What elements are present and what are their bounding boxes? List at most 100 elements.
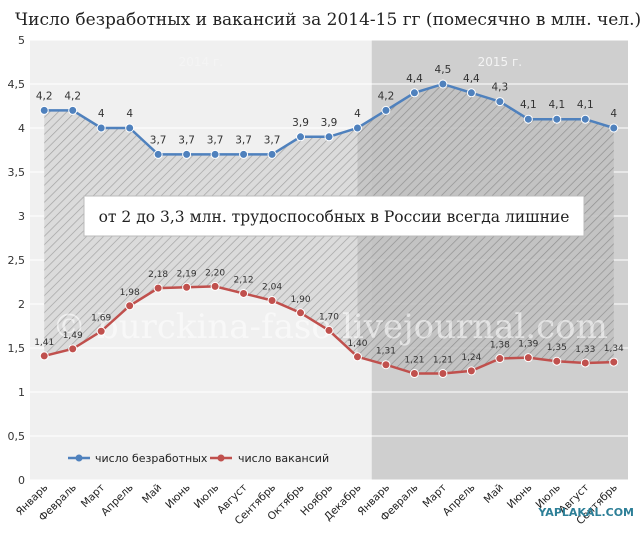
data-point (552, 114, 562, 124)
site-logo: YAPLAKAL.COM (537, 506, 634, 519)
data-label: 4,4 (406, 73, 423, 85)
data-point (438, 79, 448, 89)
y-tick-label: 4,5 (8, 78, 26, 91)
data-label: 4,1 (548, 99, 565, 111)
data-point (68, 105, 78, 115)
data-point (210, 149, 220, 159)
data-point (125, 301, 135, 311)
data-label: 3,7 (178, 134, 195, 146)
data-label: 1,40 (347, 339, 367, 349)
data-point (552, 356, 562, 366)
y-axis-ticks: 0 0,5 1 1,5 2 2,5 3 3,5 4 4,5 5 (8, 34, 26, 487)
y-tick-label: 1,5 (8, 342, 26, 355)
y-tick-label: 5 (18, 34, 25, 47)
period-labels: 2014 г. 2015 г. (179, 55, 522, 69)
data-label: 4 (354, 108, 361, 120)
data-label: 2,18 (148, 270, 168, 280)
data-point (324, 132, 334, 142)
data-point (580, 358, 590, 368)
data-point (296, 308, 306, 318)
data-label: 4,3 (492, 82, 509, 94)
period-label: 2014 г. (179, 55, 223, 69)
x-tick-label: Май (482, 482, 506, 506)
series: 4,2 4,2 4 4 3,7 3,7 3,7 3,7 3,7 3,9 3,9 4 4,2 4,4 4,5 4… (34, 64, 624, 379)
data-label: 2,20 (205, 268, 225, 278)
annotation-box: от 2 до 3,3 млн. трудоспособных в России… (83, 195, 585, 237)
data-label: 2,04 (262, 282, 282, 292)
data-label: 1,41 (34, 338, 54, 348)
data-point (409, 369, 419, 379)
x-tick-label: Июнь (163, 482, 193, 512)
data-label: 3,9 (292, 117, 309, 129)
y-tick-label: 3,5 (8, 166, 26, 179)
y-tick-label: 2,5 (8, 254, 26, 267)
legend: число безработных число вакансий (68, 452, 329, 465)
data-label: 4 (98, 108, 105, 120)
data-label: 1,49 (63, 331, 83, 341)
data-label: 1,21 (404, 356, 424, 366)
data-point (125, 123, 135, 133)
data-point (324, 325, 334, 335)
data-point (352, 123, 362, 133)
data-label: 4,5 (435, 64, 452, 76)
data-point (495, 354, 505, 364)
data-point (267, 149, 277, 159)
data-point (153, 283, 163, 293)
data-label: 4,4 (463, 73, 480, 85)
data-label: 4 (126, 108, 133, 120)
data-point (580, 114, 590, 124)
data-point (495, 97, 505, 107)
y-tick-label: 0 (18, 474, 25, 487)
legend-vacancies: число вакансий (238, 452, 329, 465)
data-label: 2,19 (177, 269, 197, 279)
data-point (466, 366, 476, 376)
data-point (39, 351, 49, 361)
data-label: 1,21 (433, 356, 453, 366)
data-point (609, 123, 619, 133)
chart-title: Число безработных и вакансий за 2014-15 … (15, 10, 640, 30)
data-point (438, 369, 448, 379)
data-point (239, 288, 249, 298)
data-point (239, 149, 249, 159)
data-point (182, 149, 192, 159)
data-label: 1,33 (575, 345, 595, 355)
data-label: 3,7 (235, 134, 252, 146)
data-label: 4,1 (520, 99, 537, 111)
data-point (352, 352, 362, 362)
data-label: 4,2 (36, 90, 53, 102)
data-label: 3,7 (207, 134, 224, 146)
data-point (96, 326, 106, 336)
x-tick-label: Апрель (441, 482, 478, 519)
data-label: 1,38 (490, 341, 510, 351)
data-label: 1,24 (461, 353, 481, 363)
data-point (609, 357, 619, 367)
data-point (182, 282, 192, 292)
data-label: 1,39 (518, 340, 538, 350)
data-label: 1,34 (604, 344, 624, 354)
y-tick-label: 1 (18, 386, 25, 399)
data-point (381, 360, 391, 370)
legend-unemployed: число безработных (95, 452, 208, 465)
data-point (68, 344, 78, 354)
data-label: 4,1 (577, 99, 594, 111)
data-point (381, 105, 391, 115)
x-tick-label: Июнь (505, 482, 535, 512)
data-point (466, 88, 476, 98)
data-label: 1,69 (91, 313, 111, 323)
x-tick-label: Апрель (99, 482, 136, 519)
y-tick-label: 2 (18, 298, 25, 311)
data-point (409, 88, 419, 98)
y-tick-label: 3 (18, 210, 25, 223)
data-label: 4 (610, 108, 617, 120)
data-point (523, 353, 533, 363)
data-point (153, 149, 163, 159)
data-label: 1,31 (376, 347, 396, 357)
data-label: 4,2 (64, 90, 81, 102)
data-point (96, 123, 106, 133)
x-tick-label: Май (140, 482, 164, 506)
annotation-text: от 2 до 3,3 млн. трудоспособных в России… (99, 208, 570, 226)
y-tick-label: 0,5 (8, 430, 26, 443)
data-point (296, 132, 306, 142)
